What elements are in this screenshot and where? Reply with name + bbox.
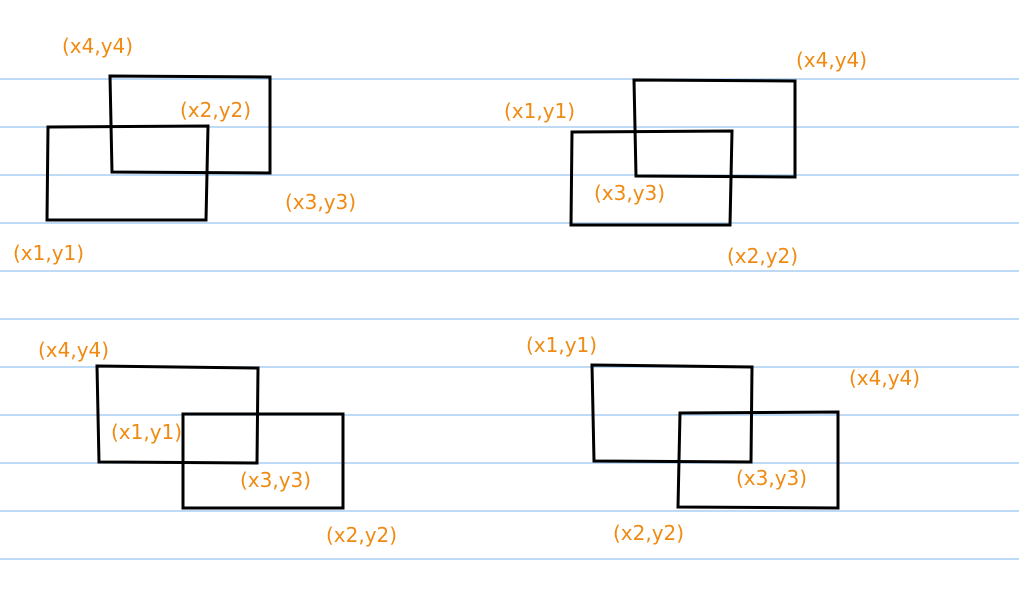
rectangle-lower (569, 129, 734, 227)
panel-top-left: (x4,y4) (x2,y2) (x3,y3) (x1,y1) (13, 34, 356, 265)
panel-bottom-left: (x4,y4) (x1,y1) (x3,y3) (x2,y2) (38, 338, 397, 547)
point-label: (x1,y1) (526, 333, 597, 357)
panel-bottom-right: (x1,y1) (x4,y4) (x3,y3) (x2,y2) (526, 333, 920, 545)
point-label: (x3,y3) (285, 190, 356, 214)
rectangle-upper (95, 364, 260, 465)
panel-top-right: (x4,y4) (x1,y1) (x3,y3) (x2,y2) (504, 48, 867, 268)
rectangle-lower (676, 410, 840, 510)
point-label: (x3,y3) (594, 181, 665, 205)
point-label: (x3,y3) (736, 466, 807, 490)
rectangle-upper (632, 78, 797, 179)
ruled-lines (0, 78, 1019, 560)
point-label: (x1,y1) (13, 241, 84, 265)
point-label: (x3,y3) (240, 468, 311, 492)
rectangle-lower (45, 124, 210, 222)
point-label: (x4,y4) (849, 366, 920, 390)
point-label: (x1,y1) (504, 99, 575, 123)
point-label: (x2,y2) (613, 521, 684, 545)
point-label: (x4,y4) (796, 48, 867, 72)
rectangle-upper (108, 74, 272, 175)
point-label: (x4,y4) (62, 34, 133, 58)
rectangle-upper (590, 363, 754, 464)
point-label: (x1,y1) (111, 420, 182, 444)
point-label: (x2,y2) (180, 98, 251, 122)
point-label: (x2,y2) (727, 244, 798, 268)
point-label: (x2,y2) (326, 523, 397, 547)
rectangle-lower (181, 412, 345, 510)
point-label: (x4,y4) (38, 338, 109, 362)
